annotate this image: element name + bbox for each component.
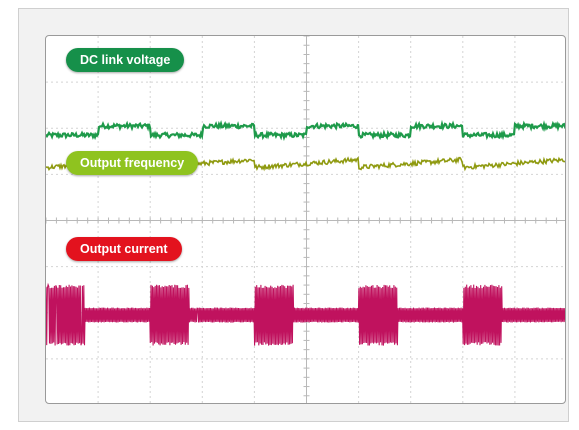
dc-link-voltage-label: DC link voltage [66,48,185,72]
dc-link-voltage-trace [46,119,565,142]
output-frequency-label: Output frequency [66,151,199,175]
oscilloscope-plot [46,36,565,403]
oscilloscope-screen [45,35,566,404]
output-current-trace [46,282,565,346]
output-current-label: Output current [66,237,182,261]
